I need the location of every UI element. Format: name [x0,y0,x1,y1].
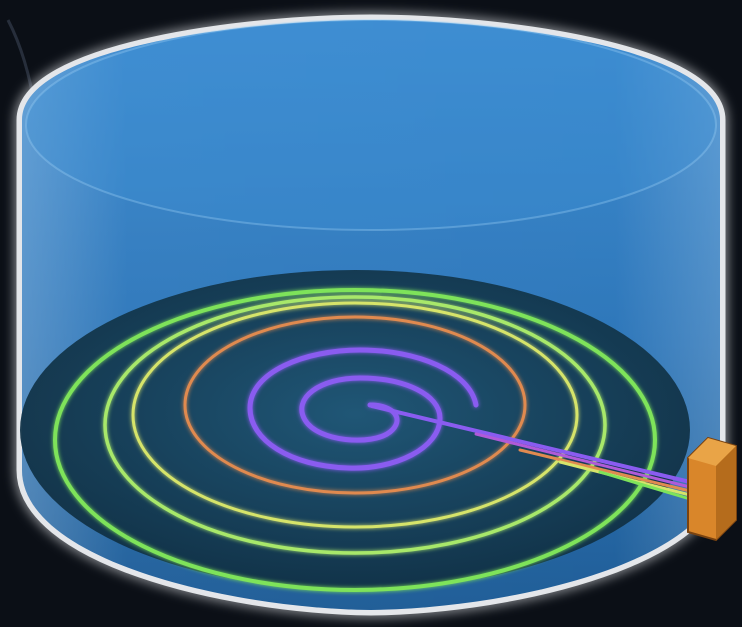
dark-disc-floor [20,270,690,590]
green-ring-outer [53,288,657,592]
multicolor-waveguide-bus [370,404,692,501]
orange-connector-block [687,436,737,542]
orange-ring [183,315,527,495]
green-ring [103,295,607,555]
resonator-rings [53,288,657,592]
cylinder-top-rim [25,19,717,231]
purple-spiral-waveguide [247,347,479,471]
yellow-ring [131,301,579,529]
